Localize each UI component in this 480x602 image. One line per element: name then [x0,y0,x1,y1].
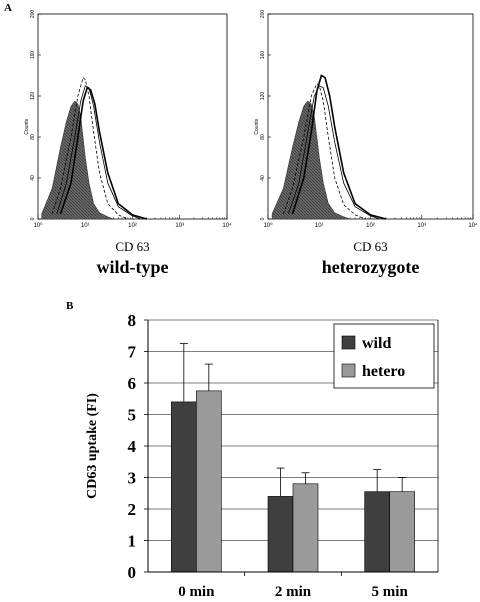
y-tick-label: 2 [128,500,137,519]
y-tick-label: 0 [128,563,137,582]
y-tick-label: 80 [260,134,266,140]
filled-histogram [271,100,351,220]
x-tick-label: 10⁴ [222,222,232,229]
x-tick-label: 10³ [417,223,426,229]
y-tick-label: 80 [30,134,36,140]
y-tick-label: 120 [30,92,36,101]
y-axis-label: Counts [254,118,260,134]
y-tick-label: 200 [260,10,266,19]
legend-box [333,323,435,389]
x-tick-label: 10² [128,223,137,229]
bar-chart-cd63-uptake: 0 1 2 3 4 5 6 7 8 CD63 uptake (FI) 0 min 2 min 5 min… [85,311,439,600]
bar-wild [364,491,390,573]
bar-hetero [292,483,319,573]
legend-swatch-hetero [341,363,356,378]
y-tick-label: 200 [30,10,36,19]
y-tick-label: 3 [128,469,137,488]
x-axis-label: CD 63 [115,239,149,254]
sample-label: heterozygote [322,257,420,277]
bar-hetero [389,491,415,573]
panel-b-letter: B [66,300,74,312]
y-tick-label: 120 [260,92,266,101]
thin-histogram-line [56,85,141,220]
y-axis-label: CD63 uptake (FI) [85,393,100,499]
thin-histogram-line [288,85,380,220]
y-tick-label: 4 [128,437,137,456]
y-tick-label: 1 [128,532,137,551]
thick-histogram-line [59,86,147,220]
x-tick-label: 10⁴ [468,222,478,229]
x-axis-label: CD 63 [353,239,387,254]
legend-swatch-wild [341,335,356,350]
panel-a-letter: A [4,2,12,14]
bar-wild [171,401,197,573]
y-tick-label: 0 [30,217,36,220]
y-tick-label: 160 [30,51,36,60]
x-tick-label: 2 min [275,584,312,600]
y-tick-label: 40 [260,175,266,181]
bar-hetero [196,390,222,573]
y-axis-label: Counts [24,118,30,134]
y-tick-label: 0 [260,217,266,220]
x-tick-label: 0 min [178,584,215,600]
x-tick-label: 10¹ [315,223,324,229]
y-tick-label: 7 [128,343,137,362]
dashed-histogram-line [283,83,366,220]
histogram-wild-type: 0 40 80 120 160 200 Counts 10⁰ 10¹ 10² 10³ 10⁴ CD 63… [24,10,232,277]
x-tick-label: 10⁰ [263,222,273,229]
y-tick-label: 6 [128,374,137,393]
legend-label-hetero: hetero [362,363,405,380]
sample-label: wild-type [97,257,169,277]
y-tick-label: 5 [128,406,137,425]
y-tick-label: 40 [30,175,36,181]
x-tick-label: 10⁰ [33,222,43,229]
thick-histogram-line [291,74,387,220]
legend-label-wild: wild [362,335,391,352]
bar-wild [267,496,294,573]
x-tick-label: 10³ [175,223,184,229]
histogram-heterozygote: 0 40 80 120 160 200 Counts 10⁰ 10¹ 10² 10³ 10⁴ CD 63… [254,10,478,277]
x-tick-label: 10¹ [81,223,90,229]
x-tick-label: 5 min [372,584,409,600]
x-tick-label: 10² [366,223,375,229]
y-tick-label: 160 [260,51,266,60]
y-tick-label: 8 [128,311,137,330]
